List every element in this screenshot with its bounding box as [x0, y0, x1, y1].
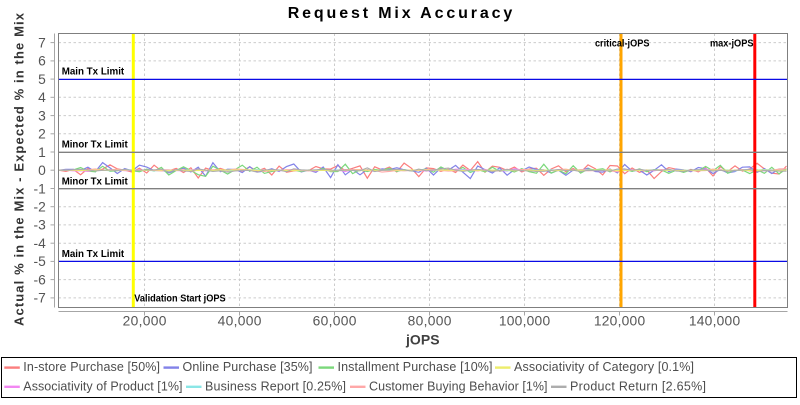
- svg-text:Installment Purchase [10%]: Installment Purchase [10%]: [338, 360, 493, 374]
- svg-text:6: 6: [38, 54, 46, 69]
- svg-text:20,000: 20,000: [123, 313, 167, 328]
- svg-text:Online Purchase [35%]: Online Purchase [35%]: [183, 360, 313, 374]
- svg-text:-7: -7: [34, 291, 46, 306]
- svg-text:80,000: 80,000: [408, 313, 452, 328]
- svg-text:60,000: 60,000: [313, 313, 357, 328]
- svg-text:-4: -4: [34, 236, 47, 251]
- svg-text:140,000: 140,000: [689, 313, 741, 328]
- svg-text:7: 7: [38, 35, 46, 50]
- svg-text:jOPS: jOPS: [405, 331, 440, 347]
- svg-text:-3: -3: [34, 218, 47, 233]
- svg-text:Main Tx Limit: Main Tx Limit: [62, 248, 125, 260]
- svg-text:Customer Buying Behavior [1%]: Customer Buying Behavior [1%]: [369, 379, 548, 393]
- svg-text:40,000: 40,000: [218, 313, 262, 328]
- svg-text:Product Return [2.65%]: Product Return [2.65%]: [570, 379, 706, 393]
- svg-text:Minor Tx Limit: Minor Tx Limit: [62, 139, 128, 151]
- svg-text:2: 2: [38, 127, 46, 142]
- svg-text:Minor Tx Limit: Minor Tx Limit: [62, 175, 128, 187]
- svg-text:5: 5: [38, 72, 46, 87]
- svg-text:4: 4: [38, 90, 46, 105]
- svg-text:Validation Start jOPS: Validation Start jOPS: [134, 293, 225, 305]
- svg-text:-1: -1: [34, 181, 46, 196]
- svg-text:Actual % in the Mix - Expected: Actual % in the Mix - Expected % in the …: [12, 12, 27, 326]
- svg-text:120,000: 120,000: [594, 313, 646, 328]
- svg-text:max-jOPS: max-jOPS: [710, 37, 754, 49]
- svg-text:Associativity of Product [1%]: Associativity of Product [1%]: [23, 379, 182, 393]
- svg-text:3: 3: [38, 108, 46, 123]
- svg-text:-2: -2: [34, 200, 46, 215]
- svg-text:critical-jOPS: critical-jOPS: [595, 37, 650, 49]
- svg-text:Business Report [0.25%]: Business Report [0.25%]: [205, 379, 346, 393]
- svg-text:Associativity of Category [0.1: Associativity of Category [0.1%]: [514, 360, 694, 374]
- svg-text:1: 1: [38, 145, 46, 160]
- svg-text:In-store Purchase [50%]: In-store Purchase [50%]: [23, 360, 160, 374]
- svg-text:0: 0: [38, 163, 46, 178]
- svg-text:-6: -6: [34, 272, 47, 287]
- svg-text:Main Tx Limit: Main Tx Limit: [62, 66, 125, 78]
- svg-text:100,000: 100,000: [499, 313, 551, 328]
- svg-text:-5: -5: [34, 254, 47, 269]
